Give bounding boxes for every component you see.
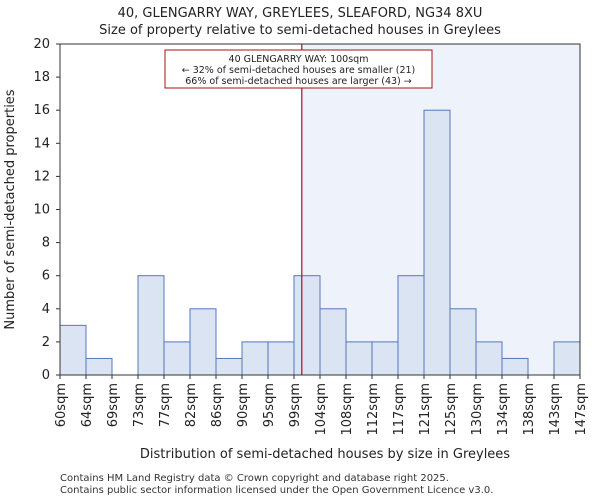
y-tick-label: 2 <box>42 335 50 350</box>
y-tick-label: 16 <box>33 103 50 118</box>
y-tick-label: 12 <box>33 169 50 184</box>
y-tick-label: 6 <box>42 269 50 284</box>
x-axis-label: Distribution of semi-detached houses by … <box>140 447 510 462</box>
bar <box>267 341 295 376</box>
bar <box>293 275 321 376</box>
x-tick-label: 108sqm <box>340 383 355 436</box>
y-tick-label: 0 <box>42 368 50 383</box>
annotation-line: 66% of semi-detached houses are larger (… <box>185 76 412 87</box>
bar <box>189 308 217 376</box>
y-tick-label: 10 <box>33 203 50 218</box>
bar <box>475 341 503 376</box>
annotation-line: ← 32% of semi-detached houses are smalle… <box>182 65 416 76</box>
x-tick-label: 95sqm <box>262 383 277 427</box>
x-tick-label: 90sqm <box>236 383 251 427</box>
x-tick-label: 134sqm <box>496 383 511 436</box>
bar <box>345 341 373 376</box>
bar <box>319 308 347 376</box>
x-tick-label: 143sqm <box>548 383 563 436</box>
x-tick-label: 117sqm <box>392 383 407 436</box>
y-tick-label: 4 <box>42 302 50 317</box>
x-tick-label: 73sqm <box>132 383 147 427</box>
x-tick-label: 147sqm <box>574 383 589 436</box>
bar <box>85 357 113 376</box>
chart-title: 40, GLENGARRY WAY, GREYLEES, SLEAFORD, N… <box>117 6 483 21</box>
x-tick-label: 60sqm <box>54 383 69 427</box>
y-tick-label: 20 <box>33 37 50 52</box>
x-tick-label: 82sqm <box>184 383 199 427</box>
chart-subtitle: Size of property relative to semi-detach… <box>99 23 501 38</box>
x-tick-label: 104sqm <box>314 383 329 436</box>
bar <box>501 357 529 376</box>
y-tick-label: 18 <box>33 70 50 85</box>
annotation-line: 40 GLENGARRY WAY: 100sqm <box>229 54 369 65</box>
x-tick-label: 125sqm <box>444 383 459 436</box>
footer-line-1: Contains HM Land Registry data © Crown c… <box>60 473 449 484</box>
x-tick-label: 138sqm <box>522 383 537 436</box>
y-tick-label: 14 <box>33 136 50 151</box>
x-tick-label: 69sqm <box>106 383 121 427</box>
x-tick-label: 121sqm <box>418 383 433 436</box>
bar <box>553 341 581 376</box>
x-tick-label: 64sqm <box>80 383 95 427</box>
annotation-box <box>164 49 433 89</box>
bar <box>449 308 477 376</box>
bar <box>423 109 451 376</box>
bar <box>137 275 165 376</box>
y-tick-label: 8 <box>42 236 50 251</box>
x-tick-label: 130sqm <box>470 383 485 436</box>
bar <box>397 275 425 376</box>
bar <box>371 341 399 376</box>
bar <box>241 341 269 376</box>
footer-line-2: Contains public sector information licen… <box>60 485 494 496</box>
bar <box>215 357 243 376</box>
x-tick-label: 86sqm <box>210 383 225 427</box>
y-axis-label: Number of semi-detached properties <box>3 89 18 329</box>
bar <box>163 341 191 376</box>
x-tick-label: 112sqm <box>366 383 381 436</box>
x-tick-label: 99sqm <box>288 383 303 427</box>
bar <box>59 324 87 376</box>
x-tick-label: 77sqm <box>158 383 173 427</box>
